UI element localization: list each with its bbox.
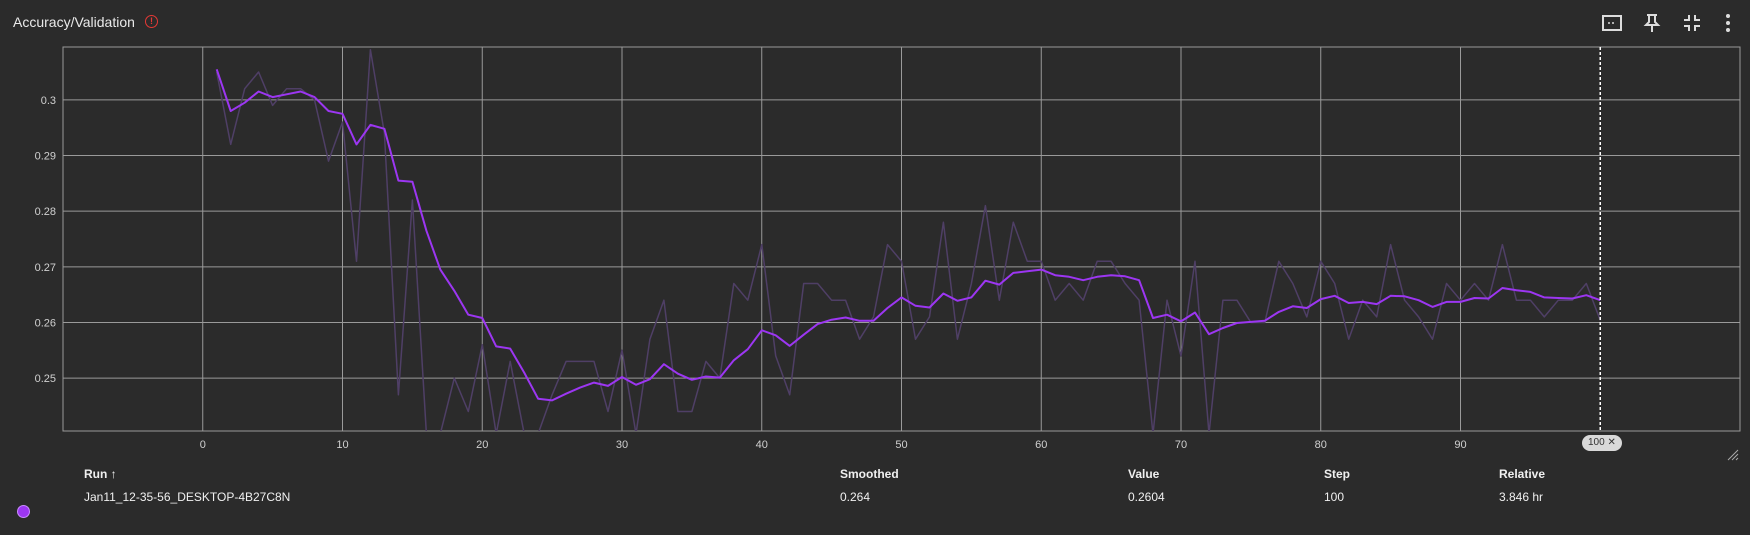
header-relative: Relative (1499, 467, 1546, 481)
fit-domain-icon[interactable] (1600, 11, 1624, 35)
series-smoothed-line (215, 68, 1601, 402)
more-vert-icon[interactable] (1716, 11, 1740, 35)
header-step: Step (1324, 467, 1351, 481)
header-run[interactable]: Run ↑ (84, 467, 117, 481)
cell-run: Jan11_12-35-56_DESKTOP-4B27C8N (84, 490, 291, 504)
x-tick-label: 30 (616, 439, 628, 451)
cell-value: 0.2604 (1128, 490, 1165, 504)
x-tick-label: 90 (1454, 439, 1466, 451)
card-title: Accuracy/Validation (13, 14, 135, 30)
pin-icon[interactable] (1640, 11, 1664, 35)
y-tick-label: 0.29 (35, 151, 56, 163)
y-tick-label: 0.3 (41, 95, 56, 107)
x-tick-label: 10 (336, 439, 348, 451)
x-tick-label: 40 (756, 439, 768, 451)
y-tick-label: 0.28 (35, 206, 56, 218)
header-smoothed: Smoothed (840, 467, 899, 481)
y-tick-label: 0.25 (35, 373, 56, 385)
step-marker-badge[interactable]: 100 ✕ (1582, 435, 1622, 451)
run-color-dot[interactable] (17, 505, 30, 518)
y-tick-label: 0.27 (35, 262, 56, 274)
cell-relative: 3.846 hr (1499, 490, 1544, 504)
y-tick-label: 0.26 (35, 317, 56, 329)
x-tick-label: 0 (200, 439, 206, 451)
header-value: Value (1128, 467, 1160, 481)
x-tick-label: 80 (1315, 439, 1327, 451)
x-tick-label: 20 (476, 439, 488, 451)
x-tick-label: 50 (895, 439, 907, 451)
info-icon[interactable]: ! (145, 15, 158, 28)
chart-svg[interactable]: 0 10 20 30 40 50 60 70 80 90 0.25 0.26 0.27 0.28 0.29 0… (0, 40, 1750, 460)
line-chart[interactable]: 0 10 20 30 40 50 60 70 80 90 0.25 0.26 0.27 0.28 0.29 0… (0, 40, 1750, 465)
card-header: Accuracy/Validation ! (0, 0, 1750, 46)
collapse-icon[interactable] (1680, 11, 1704, 35)
cell-smoothed: 0.264 (840, 490, 871, 504)
cell-step: 100 (1324, 490, 1345, 504)
series-raw-line (215, 49, 1602, 431)
resize-handle-icon[interactable] (1727, 448, 1739, 461)
x-tick-label: 60 (1035, 439, 1047, 451)
x-tick-label: 70 (1175, 439, 1187, 451)
